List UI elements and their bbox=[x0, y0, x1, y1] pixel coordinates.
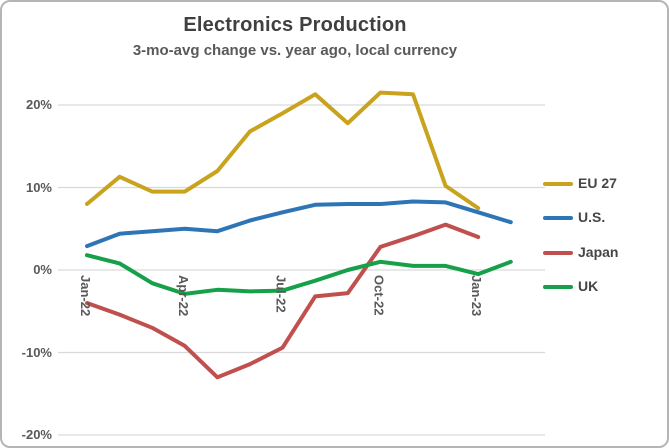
x-tick-label: Jan-22 bbox=[78, 275, 93, 317]
series-line-japan bbox=[85, 222, 481, 380]
x-tick-label: Jan-23 bbox=[469, 275, 485, 317]
chart-subtitle: 3-mo-avg change vs. year ago, local curr… bbox=[132, 42, 458, 59]
legend-label-japan: Japan bbox=[578, 243, 619, 260]
series-line-eu-27 bbox=[85, 90, 481, 211]
x-tick-label: Apr-22 bbox=[175, 275, 191, 317]
y-tick-label: 0% bbox=[33, 262, 52, 277]
y-tick-label: -10% bbox=[21, 344, 52, 360]
legend-swatch-eu-27 bbox=[543, 182, 573, 186]
legend-swatch-u-s bbox=[543, 216, 573, 221]
chart-title: Electronics Production bbox=[183, 14, 407, 36]
y-tick-label: 10% bbox=[25, 179, 52, 195]
series-line-uk bbox=[85, 253, 513, 296]
x-tick-label: Jul-22 bbox=[273, 275, 289, 313]
y-tick-label: 20% bbox=[25, 97, 52, 112]
x-tick-label: Oct-22 bbox=[371, 275, 387, 316]
legend-label-eu-27: EU 27 bbox=[578, 175, 617, 191]
legend-swatch-japan bbox=[543, 250, 573, 255]
legend-swatch-uk bbox=[543, 285, 573, 290]
series-line-u-s bbox=[85, 199, 513, 249]
legend-label-uk: UK bbox=[578, 278, 599, 295]
legend-label-u-s: U.S. bbox=[578, 209, 606, 226]
y-tick-label: -20% bbox=[21, 427, 52, 442]
